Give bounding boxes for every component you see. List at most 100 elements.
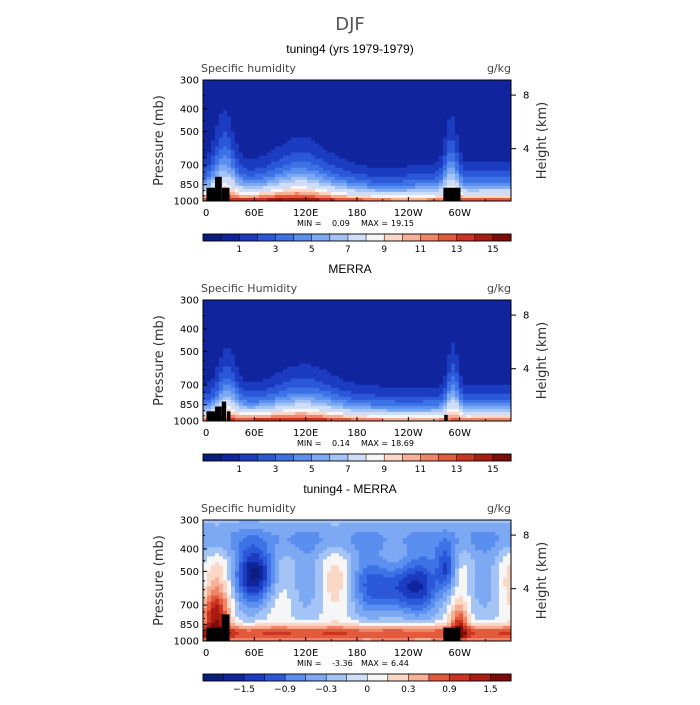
heatmap-cell [311,110,315,113]
heatmap-cell [215,86,219,89]
heatmap-cell [303,101,307,104]
heatmap-cell [391,177,395,180]
heatmap-cell [243,330,247,333]
heatmap-cell [451,180,455,183]
heatmap-cell [259,357,263,360]
heatmap-cell [203,83,207,86]
heatmap-cell [435,116,439,119]
heatmap-cell [259,330,263,333]
heatmap-cell [355,153,359,156]
heatmap-cell [371,406,375,409]
heatmap-cell [379,300,383,303]
heatmap-cell [451,174,455,177]
heatmap-cell [499,83,503,86]
heatmap-cell [371,339,375,342]
heatmap-cell [315,397,319,400]
heatmap-cell [363,300,367,303]
heatmap-cell [467,180,471,183]
heatmap-cell [459,177,463,180]
heatmap-cell [279,134,283,137]
heatmap-cell [307,321,311,324]
heatmap-cell [311,394,315,397]
heatmap-cell [471,147,475,150]
heatmap-cell [371,144,375,147]
heatmap-cell [231,131,235,134]
heatmap-cell [435,119,439,122]
heatmap-cell [247,321,251,324]
heatmap-cell [219,333,223,336]
heatmap-cell [203,379,207,382]
heatmap-cell [439,104,443,107]
heatmap-cell [491,110,495,113]
heatmap-cell [211,376,215,379]
heatmap-cell [315,141,319,144]
heatmap-cell [291,373,295,376]
heatmap-cell [335,370,339,373]
heatmap-cell [239,144,243,147]
heatmap-cell [231,388,235,391]
heatmap-cell [379,98,383,101]
heatmap-cell [399,183,403,186]
heatmap-cell [207,144,211,147]
heatmap-cell [331,345,335,348]
heatmap-cell [267,385,271,388]
heatmap-cell [503,113,507,116]
heatmap-cell [279,177,283,180]
heatmap-cell [251,131,255,134]
heatmap-cell [491,119,495,122]
heatmap-cell [423,153,427,156]
heatmap-cell [355,303,359,306]
heatmap-cell [271,330,275,333]
heatmap-cell [303,412,307,415]
heatmap-cell [403,113,407,116]
heatmap-cell [399,150,403,153]
heatmap-cell [215,397,219,400]
heatmap-cell [471,80,475,83]
heatmap-cell [323,345,327,348]
heatmap-cell [299,379,303,382]
heatmap-cell [271,116,275,119]
heatmap-cell [279,394,283,397]
heatmap-cell [211,95,215,98]
heatmap-cell [259,186,263,189]
heatmap-cell [347,141,351,144]
heatmap-cell [355,345,359,348]
heatmap-cell [423,104,427,107]
heatmap-cell [247,403,251,406]
heatmap-cell [271,361,275,364]
heatmap-cell [235,403,239,406]
heatmap-cell [251,339,255,342]
heatmap-cell [247,327,251,330]
heatmap-cell [215,315,219,318]
heatmap-cell [323,324,327,327]
heatmap-cell [287,195,291,198]
heatmap-cell [443,144,447,147]
heatmap-cell [231,195,235,198]
heatmap-cell [279,373,283,376]
heatmap-cell [367,171,371,174]
heatmap-cell [287,300,291,303]
heatmap-cell [227,183,231,186]
heatmap-cell [283,367,287,370]
heatmap-cell [227,128,231,131]
heatmap-cell [247,119,251,122]
heatmap-cell [283,141,287,144]
heatmap-cell [355,391,359,394]
heatmap-cell [227,321,231,324]
heatmap-cell [379,391,383,394]
heatmap-cell [231,156,235,159]
heatmap-cell [371,330,375,333]
heatmap-cell [207,153,211,156]
heatmap-cell [363,80,367,83]
heatmap-cell [431,156,435,159]
heatmap-cell [239,174,243,177]
heatmap-cell [215,339,219,342]
heatmap-cell [215,168,219,171]
heatmap-cell [435,131,439,134]
heatmap-cell [203,134,207,137]
heatmap-cell [291,412,295,415]
heatmap-cell [219,147,223,150]
heatmap-cell [271,345,275,348]
heatmap-cell [423,131,427,134]
heatmap-cell [499,125,503,128]
